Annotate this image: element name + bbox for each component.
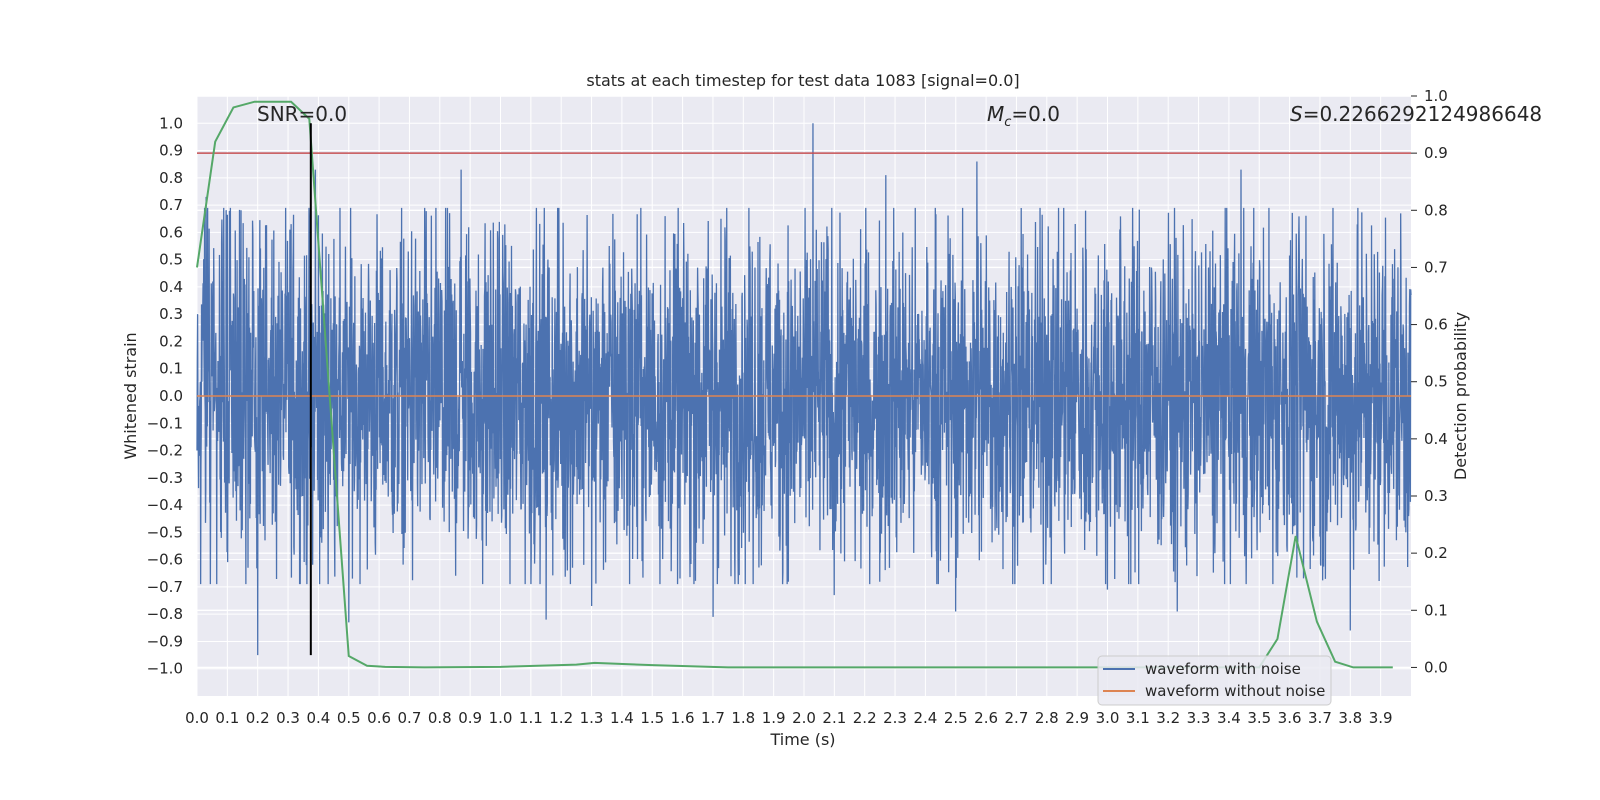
x-tick-label: 2.5 [944,709,968,727]
legend: waveform with noise waveform without noi… [1097,655,1332,706]
y-tick-label: 0.6 [159,223,183,241]
y-axis-label: Whitened strain [121,332,140,459]
y-tick-label: 0.3 [159,305,183,323]
x-tick-label: 1.7 [701,709,725,727]
y2-tick-label: 0.7 [1424,258,1448,276]
x-tick-label: 1.3 [580,709,604,727]
x-tick-label: 0.4 [306,709,330,727]
y2-tick-label: 1.0 [1424,87,1448,105]
noisy-waveform-path [196,123,1412,656]
legend-label-clean: waveform without noise [1145,682,1325,700]
y-tick-label: −1.0 [147,660,183,678]
y-tick-label: −0.2 [147,442,183,460]
y2-tick-label: 0.4 [1424,430,1448,448]
x-tick-label: 2.8 [1035,709,1059,727]
x-tick-label: 2.0 [792,709,816,727]
y-tick-label: −0.7 [147,578,183,596]
y-tick-label: −0.3 [147,469,183,487]
s-annotation: S=0.2266292124986648 [1290,102,1542,126]
x-tick-label: 3.3 [1187,709,1211,727]
x-tick-label: 3.4 [1217,709,1241,727]
y2-tick-label: 0.9 [1424,144,1448,162]
x-tick-label: 3.9 [1369,709,1393,727]
series-waveform-with-noise [196,123,1412,656]
x-tick-label: 0.9 [458,709,482,727]
series-detection-probability [196,100,1393,669]
y-axis-ticks: 1.0 0.9 0.8 0.7 0.6 0.5 0.4 0.3 0.2 0.1 0.0 −0.1 −0.… [147,114,183,677]
x-tick-label: 3.8 [1338,709,1362,727]
x-tick-label: 2.2 [853,709,877,727]
y2-tick-label: 0.3 [1424,487,1448,505]
y2-axis-ticks: 1.0 0.9 0.8 0.7 0.6 0.5 0.4 0.3 0.2 0.1 0.0 [1411,87,1448,676]
x-tick-label: 2.7 [1005,709,1029,727]
y2-tick-label: 0.1 [1424,601,1448,619]
x-tick-label: 0.1 [215,709,239,727]
y-tick-label: 0.9 [159,142,183,160]
x-tick-label: 1.8 [731,709,755,727]
x-tick-label: 1.6 [671,709,695,727]
x-tick-label: 2.6 [974,709,998,727]
legend-box [1097,655,1332,706]
y2-tick-label: 0.5 [1424,373,1448,391]
y-tick-label: −0.6 [147,551,183,569]
y-tick-label: 0.7 [159,196,183,214]
x-tick-label: 2.9 [1065,709,1089,727]
x-tick-label: 0.5 [337,709,361,727]
y2-tick-label: 0.8 [1424,201,1448,219]
y2-axis-label: Detection probability [1451,312,1470,480]
x-tick-label: 0.6 [367,709,391,727]
mc-annotation: Mc=0.0 [987,102,1060,130]
x-tick-label: 0.3 [276,709,300,727]
x-tick-label: 0.2 [246,709,270,727]
y2-tick-label: 0.2 [1424,544,1448,562]
y-tick-label: 1.0 [159,114,183,132]
y-tick-label: −0.9 [147,632,183,650]
chart-title: stats at each timestep for test data 108… [586,71,1019,90]
x-tick-label: 0.0 [185,709,209,727]
y-tick-label: 0.8 [159,169,183,187]
y-tick-label: −0.4 [147,496,183,514]
x-tick-label: 3.0 [1096,709,1120,727]
x-tick-label: 3.1 [1126,709,1150,727]
x-tick-label: 1.5 [640,709,664,727]
y-tick-label: 0.1 [159,360,183,378]
y-tick-label: 0.5 [159,251,183,269]
y2-tick-label: 0.0 [1424,658,1448,676]
y2-tick-label: 0.6 [1424,316,1448,334]
y-tick-label: −0.5 [147,523,183,541]
x-tick-label: 3.7 [1308,709,1332,727]
x-tick-label: 3.6 [1278,709,1302,727]
x-tick-label: 2.1 [822,709,846,727]
x-tick-label: 2.3 [883,709,907,727]
x-tick-label: 1.1 [519,709,543,727]
snr-annotation: SNR=0.0 [257,102,347,126]
x-tick-label: 1.0 [489,709,513,727]
x-tick-label: 3.2 [1156,709,1180,727]
y-tick-label: −0.8 [147,605,183,623]
x-axis-ticks: 0.0 0.1 0.2 0.3 0.4 0.5 0.6 0.7 0.8 0.9 1.0 1.1 1.2 1… [185,709,1393,727]
x-tick-label: 1.9 [762,709,786,727]
x-tick-label: 1.4 [610,709,634,727]
x-tick-label: 0.7 [398,709,422,727]
x-tick-label: 0.8 [428,709,452,727]
x-tick-label: 2.4 [913,709,937,727]
x-axis-label: Time (s) [769,730,835,749]
x-tick-label: 3.5 [1247,709,1271,727]
y-tick-label: 0.0 [159,387,183,405]
x-tick-label: 1.2 [549,709,573,727]
y-tick-label: −0.1 [147,414,183,432]
y-tick-label: 0.4 [159,278,183,296]
legend-label-noisy: waveform with noise [1145,660,1301,678]
y-tick-label: 0.2 [159,332,183,350]
